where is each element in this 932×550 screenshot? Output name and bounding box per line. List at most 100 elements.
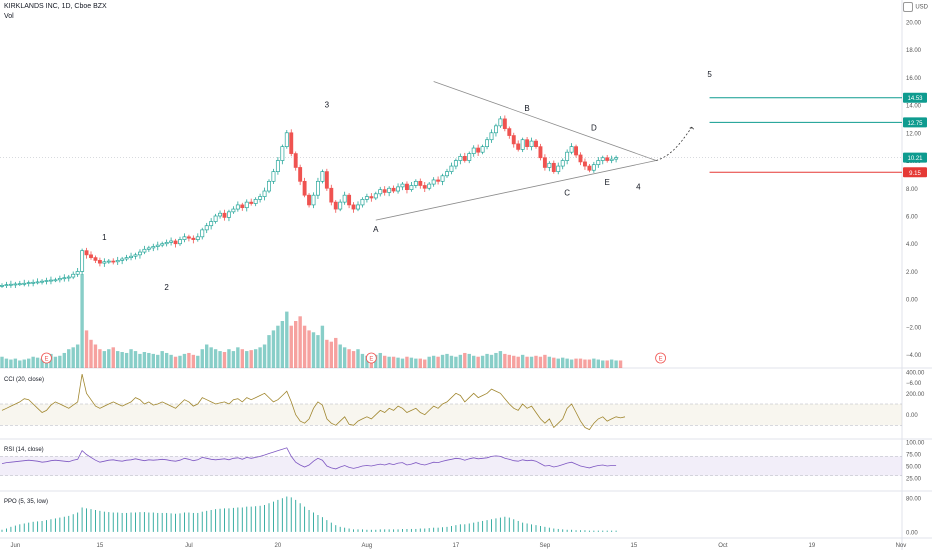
- candle-body: [396, 186, 401, 192]
- candle-body: [560, 160, 565, 167]
- candle-body: [89, 254, 93, 258]
- volume-bar: [209, 347, 213, 368]
- candle-body: [609, 158, 614, 161]
- volume-bar: [409, 357, 414, 368]
- candle-body: [360, 199, 365, 206]
- candle-body: [182, 236, 187, 240]
- candle-body: [534, 140, 538, 148]
- candle-body: [382, 189, 387, 193]
- volume-bar: [22, 359, 26, 368]
- rsi-axis-tick: 25.00: [906, 477, 922, 483]
- volume-bar: [552, 357, 556, 368]
- volume-bar: [561, 357, 565, 368]
- price-axis-tick: 2.00: [906, 270, 918, 276]
- candle-body: [120, 258, 125, 261]
- time-axis-label: Jun: [11, 543, 21, 549]
- wave-label-2: 2: [164, 283, 169, 292]
- volume-bar: [222, 352, 227, 368]
- candle-body: [542, 157, 547, 168]
- candle-body: [405, 183, 409, 190]
- candle-body: [453, 160, 458, 167]
- volume-bar: [258, 347, 262, 368]
- volume-bar: [592, 358, 596, 368]
- earnings-marker-label: E: [44, 356, 48, 362]
- volume-bar: [276, 325, 280, 368]
- projected-path-dashed: [656, 127, 693, 161]
- volume-bar: [365, 355, 369, 368]
- candle-body: [547, 162, 552, 168]
- price-label-bg-10.21: [903, 152, 927, 163]
- volume-bar: [71, 347, 75, 368]
- candle-body: [551, 162, 556, 172]
- volume-bar: [342, 347, 347, 368]
- candle-body: [209, 221, 214, 227]
- volume-bar: [405, 356, 409, 368]
- volume-bar: [294, 321, 298, 368]
- price-label-bg-9.15: [903, 167, 927, 178]
- candle-body: [436, 179, 441, 182]
- price-label-bg-12.75: [903, 117, 927, 128]
- candle-body: [338, 201, 343, 210]
- price-axis-tick: 16.00: [906, 76, 922, 82]
- candle-body: [582, 161, 587, 167]
- price-axis-tick: 12.00: [906, 131, 922, 137]
- candle-body: [169, 240, 174, 243]
- volume-bar: [516, 356, 520, 368]
- candle-body: [418, 180, 423, 186]
- candle-body: [578, 154, 583, 163]
- volume-bar: [601, 360, 605, 368]
- volume-bar: [596, 359, 600, 368]
- candle-body: [138, 251, 142, 256]
- candle-body: [596, 160, 601, 166]
- candle-body: [391, 187, 396, 192]
- candle-body: [111, 260, 116, 263]
- earnings-marker-label: E: [659, 356, 663, 362]
- volume-bar: [240, 349, 244, 368]
- candle-body: [44, 280, 49, 282]
- candle-body: [293, 153, 298, 168]
- candle-body: [476, 147, 481, 153]
- wave-label-4: 4: [636, 182, 641, 191]
- volume-bar: [35, 357, 40, 368]
- candle-body: [369, 196, 374, 199]
- candle-body: [22, 282, 27, 285]
- candle-body: [258, 196, 263, 200]
- volume-bar: [142, 352, 147, 368]
- volume-bar: [187, 352, 191, 368]
- volume-bar: [520, 354, 525, 368]
- volume-bar: [489, 354, 494, 368]
- volume-bar: [227, 349, 231, 368]
- rsi-axis-tick: 100.00: [906, 441, 925, 447]
- candle-body: [200, 229, 205, 238]
- volume-bar: [512, 355, 516, 368]
- time-axis-label: 17: [453, 543, 460, 549]
- volume-bar: [311, 332, 316, 368]
- volume-bar: [280, 321, 285, 368]
- candle-body: [213, 215, 218, 222]
- candle-body: [4, 284, 9, 287]
- time-axis-label: 15: [631, 543, 638, 549]
- currency-badge[interactable]: USD: [903, 2, 928, 12]
- volume-bar: [89, 339, 93, 368]
- candle-body: [569, 146, 574, 153]
- volume-bar: [374, 354, 378, 368]
- candle-body: [516, 143, 521, 150]
- volume-bar: [138, 353, 142, 368]
- volume-bar: [67, 349, 71, 368]
- triangle-label-D: D: [591, 124, 597, 133]
- volume-bar: [449, 355, 454, 368]
- volume-bar: [383, 355, 387, 368]
- candle-body: [222, 212, 227, 218]
- volume-bar: [13, 358, 18, 368]
- volume-bar: [218, 351, 222, 368]
- volume-bar: [120, 352, 124, 368]
- volume-bar: [556, 358, 560, 368]
- price-label-12.75: 12.75: [907, 121, 923, 127]
- volume-bar: [160, 351, 164, 368]
- candle-body: [431, 179, 436, 185]
- volume-bar: [503, 353, 507, 368]
- candle-body: [93, 257, 98, 261]
- candle-body: [178, 239, 182, 245]
- candle-body: [373, 193, 378, 199]
